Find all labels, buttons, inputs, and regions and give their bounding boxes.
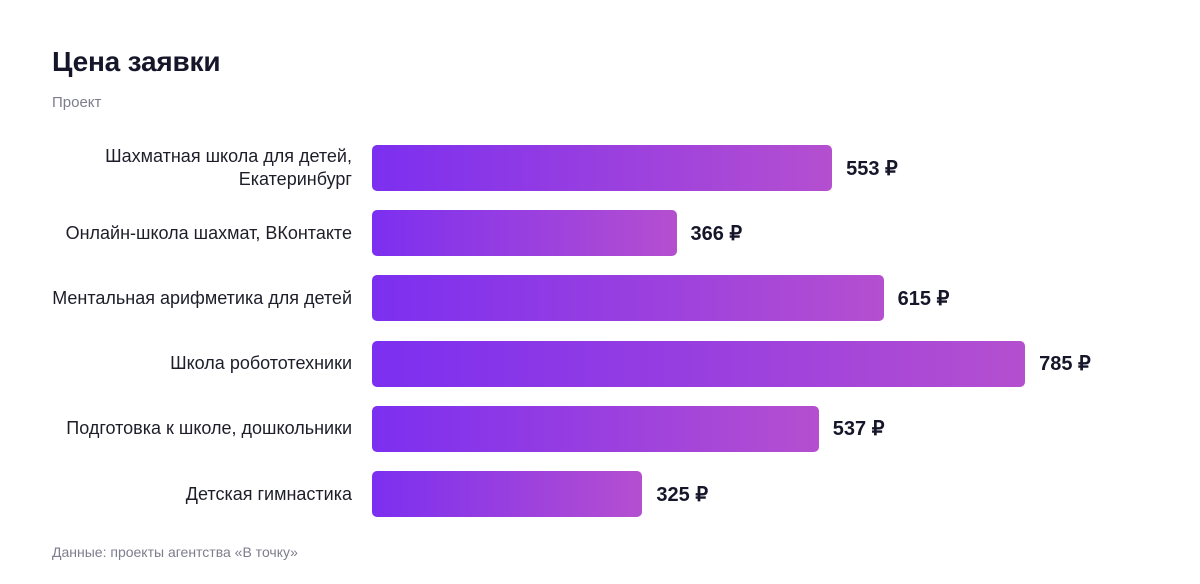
data-label: 366 ₽ xyxy=(690,222,743,245)
bar xyxy=(372,340,1026,387)
bar xyxy=(372,405,819,452)
source-note: Данные: проекты агентства «В точку» xyxy=(52,544,298,560)
data-label: 325 ₽ xyxy=(656,483,709,506)
bar xyxy=(372,210,677,257)
category-label: Подготовка к школе, дошкольники xyxy=(66,418,352,439)
category-label: Шахматная школа для детей, Екатеринбург xyxy=(105,146,352,189)
bar-row: Шахматная школа для детей, Екатеринбург 5… xyxy=(0,145,1200,191)
chart-subtitle: Проект xyxy=(52,94,102,111)
bar-row: Ментальная арифметика для детей 615 ₽ xyxy=(0,275,1200,322)
data-label: 553 ₽ xyxy=(846,157,898,180)
category-label: Школа робототехники xyxy=(170,353,352,374)
bar-row: Детская гимнастика 325 ₽ xyxy=(0,471,1200,517)
category-label: Онлайн-школа шахмат, ВКонтакте xyxy=(65,222,352,243)
category-label: Детская гимнастика xyxy=(185,483,352,504)
chart-title: Цена заявки xyxy=(52,46,221,77)
category-label: Ментальная арифметика для детей xyxy=(52,287,352,308)
bar xyxy=(372,275,884,322)
data-label: 537 ₽ xyxy=(832,418,885,441)
data-label: 615 ₽ xyxy=(897,287,950,310)
bar-row: Подготовка к школе, дошкольники 537 ₽ xyxy=(0,405,1200,452)
bar xyxy=(372,471,643,517)
bar xyxy=(372,145,833,191)
bar-row: Онлайн-школа шахмат, ВКонтакте 366 ₽ xyxy=(0,210,1200,257)
bar-row: Школа робототехники 785 ₽ xyxy=(0,340,1200,387)
data-label: 785 ₽ xyxy=(1039,353,1091,376)
